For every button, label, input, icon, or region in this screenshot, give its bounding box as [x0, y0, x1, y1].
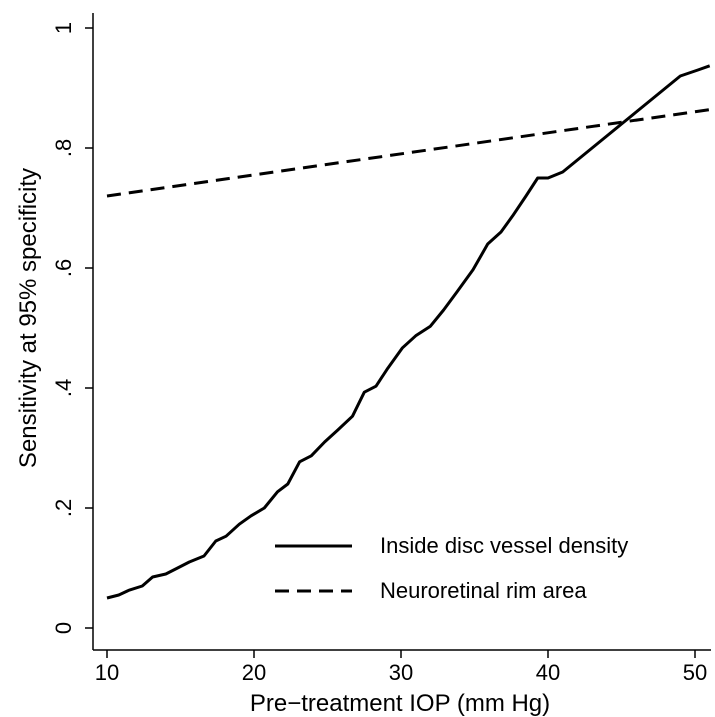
- x-tick-label: 10: [95, 660, 119, 685]
- legend-label-1: Inside disc vessel density: [380, 533, 628, 558]
- y-tick-label: .2: [51, 499, 76, 517]
- legend-label-2: Neuroretinal rim area: [380, 578, 587, 603]
- y-tick-label: 0: [51, 622, 76, 634]
- legend: Inside disc vessel density Neuroretinal r…: [275, 533, 628, 603]
- x-axis-ticks: 10 20 30 40 50: [95, 650, 707, 685]
- x-tick-label: 50: [683, 660, 707, 685]
- series-line-2: [107, 110, 710, 196]
- x-axis-title: Pre−treatment IOP (mm Hg): [250, 690, 550, 717]
- y-tick-label: .4: [51, 379, 76, 397]
- series-group: [107, 66, 710, 598]
- y-tick-label: .8: [51, 139, 76, 157]
- y-tick-label: 1: [51, 22, 76, 34]
- y-axis-ticks: 0 .2 .4 .6 .8 1: [51, 22, 93, 634]
- x-tick-label: 40: [536, 660, 560, 685]
- x-tick-label: 30: [389, 660, 413, 685]
- y-tick-label: .6: [51, 259, 76, 277]
- y-axis-title: Sensitivity at 95% specificity: [15, 168, 42, 468]
- x-tick-label: 20: [242, 660, 266, 685]
- series-line-1: [107, 66, 710, 598]
